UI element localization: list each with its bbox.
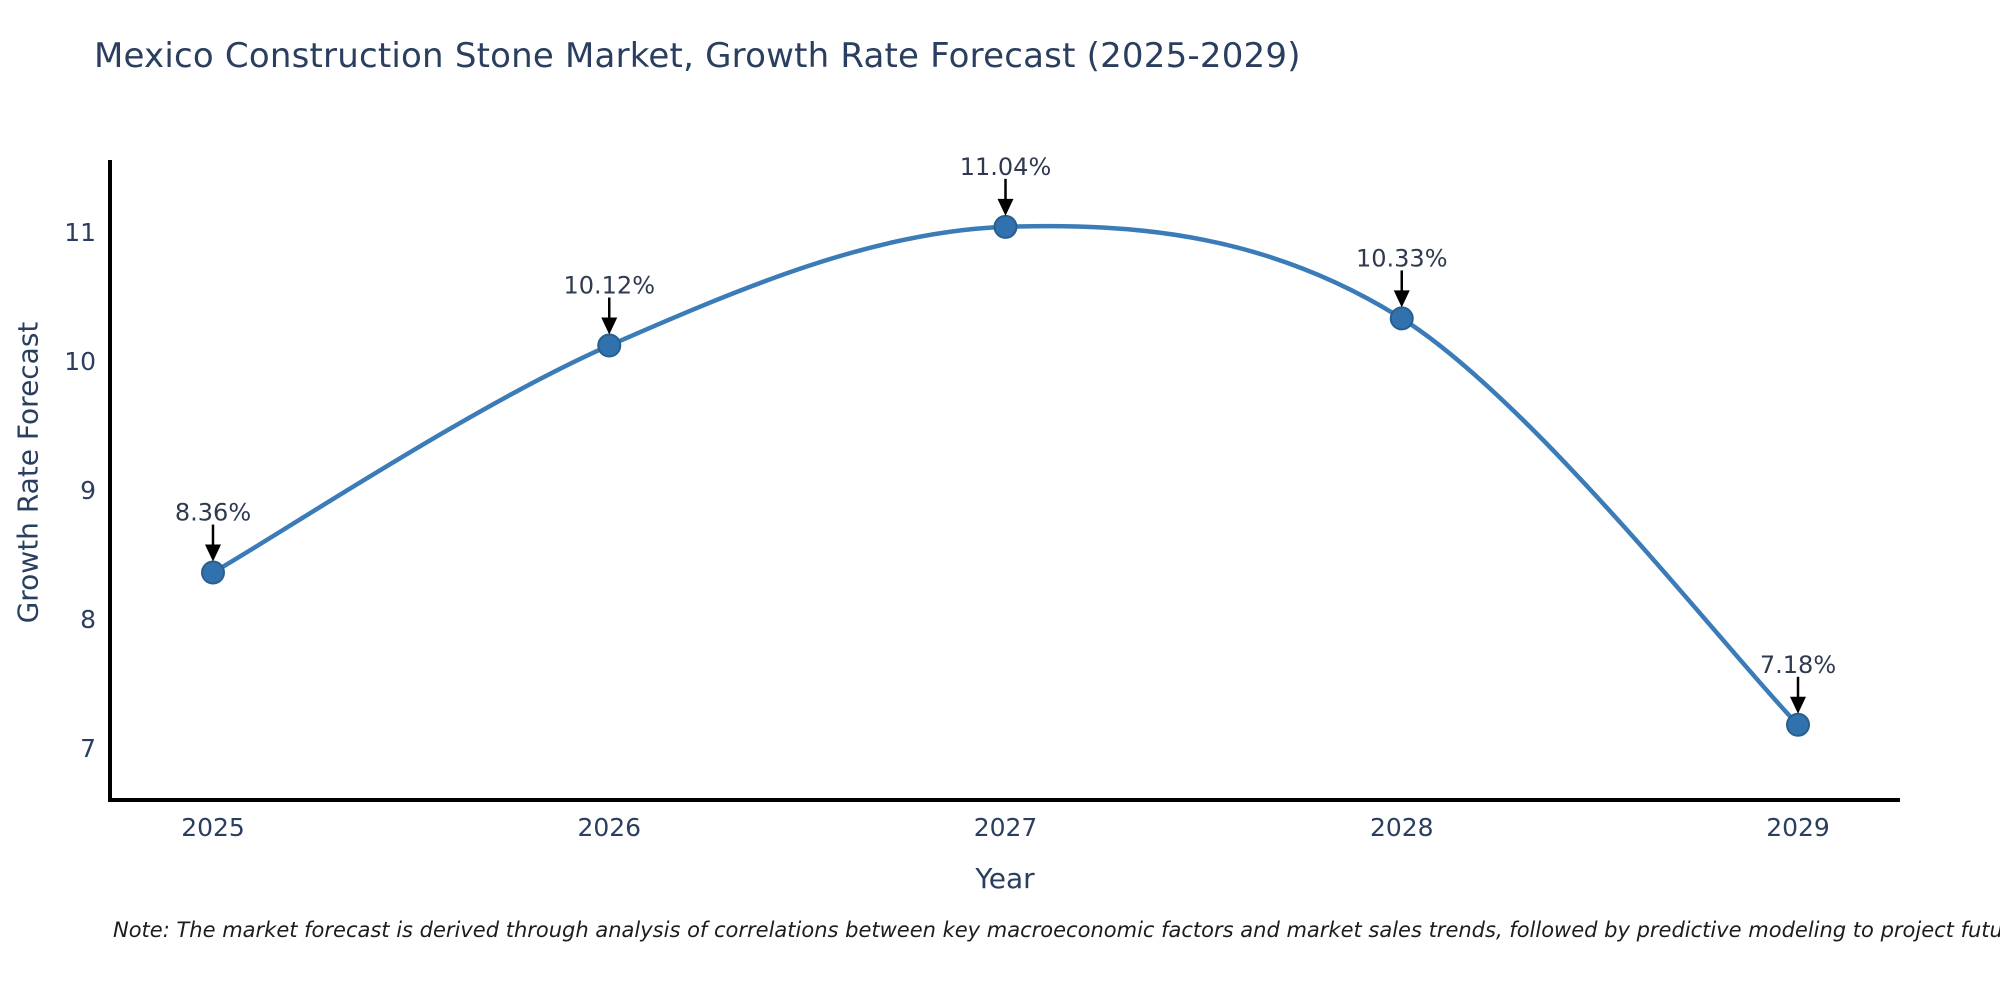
data-point-marker bbox=[201, 560, 225, 585]
y-tick-label: 7 bbox=[80, 734, 96, 763]
y-tick-label: 11 bbox=[64, 218, 96, 247]
chart-title: Mexico Construction Stone Market, Growth… bbox=[94, 36, 1301, 76]
point-annotation: 10.12% bbox=[563, 272, 655, 300]
x-tick-label: 2027 bbox=[974, 813, 1038, 842]
data-point-marker bbox=[1389, 306, 1414, 331]
annotation-arrow-head bbox=[997, 198, 1014, 216]
annotation-arrow-head bbox=[601, 317, 618, 335]
y-tick-label: 9 bbox=[80, 476, 96, 505]
y-tick-label: 8 bbox=[80, 605, 96, 634]
x-tick-label: 2029 bbox=[1766, 813, 1830, 842]
x-tick-label: 2026 bbox=[577, 813, 641, 842]
annotation-arrow-head bbox=[1790, 696, 1806, 714]
series-line bbox=[210, 223, 1801, 728]
point-annotation: 7.18% bbox=[1760, 651, 1836, 679]
x-tick-label: 2025 bbox=[181, 813, 245, 842]
point-annotation: 8.36% bbox=[175, 499, 251, 527]
data-point-marker bbox=[597, 333, 622, 358]
x-axis-title: Year bbox=[975, 862, 1035, 895]
y-tick-label: 10 bbox=[64, 347, 96, 376]
point-annotation: 11.04% bbox=[960, 153, 1052, 181]
point-annotation: 10.33% bbox=[1356, 244, 1448, 272]
chart-note: Note: The market forecast is derived thr… bbox=[113, 918, 2000, 942]
data-point-marker bbox=[993, 214, 1018, 239]
annotation-arrow-head bbox=[1393, 290, 1410, 308]
x-tick-label: 2028 bbox=[1370, 813, 1434, 842]
annotation-arrow-head bbox=[205, 544, 221, 562]
data-point-marker bbox=[1786, 712, 1810, 737]
